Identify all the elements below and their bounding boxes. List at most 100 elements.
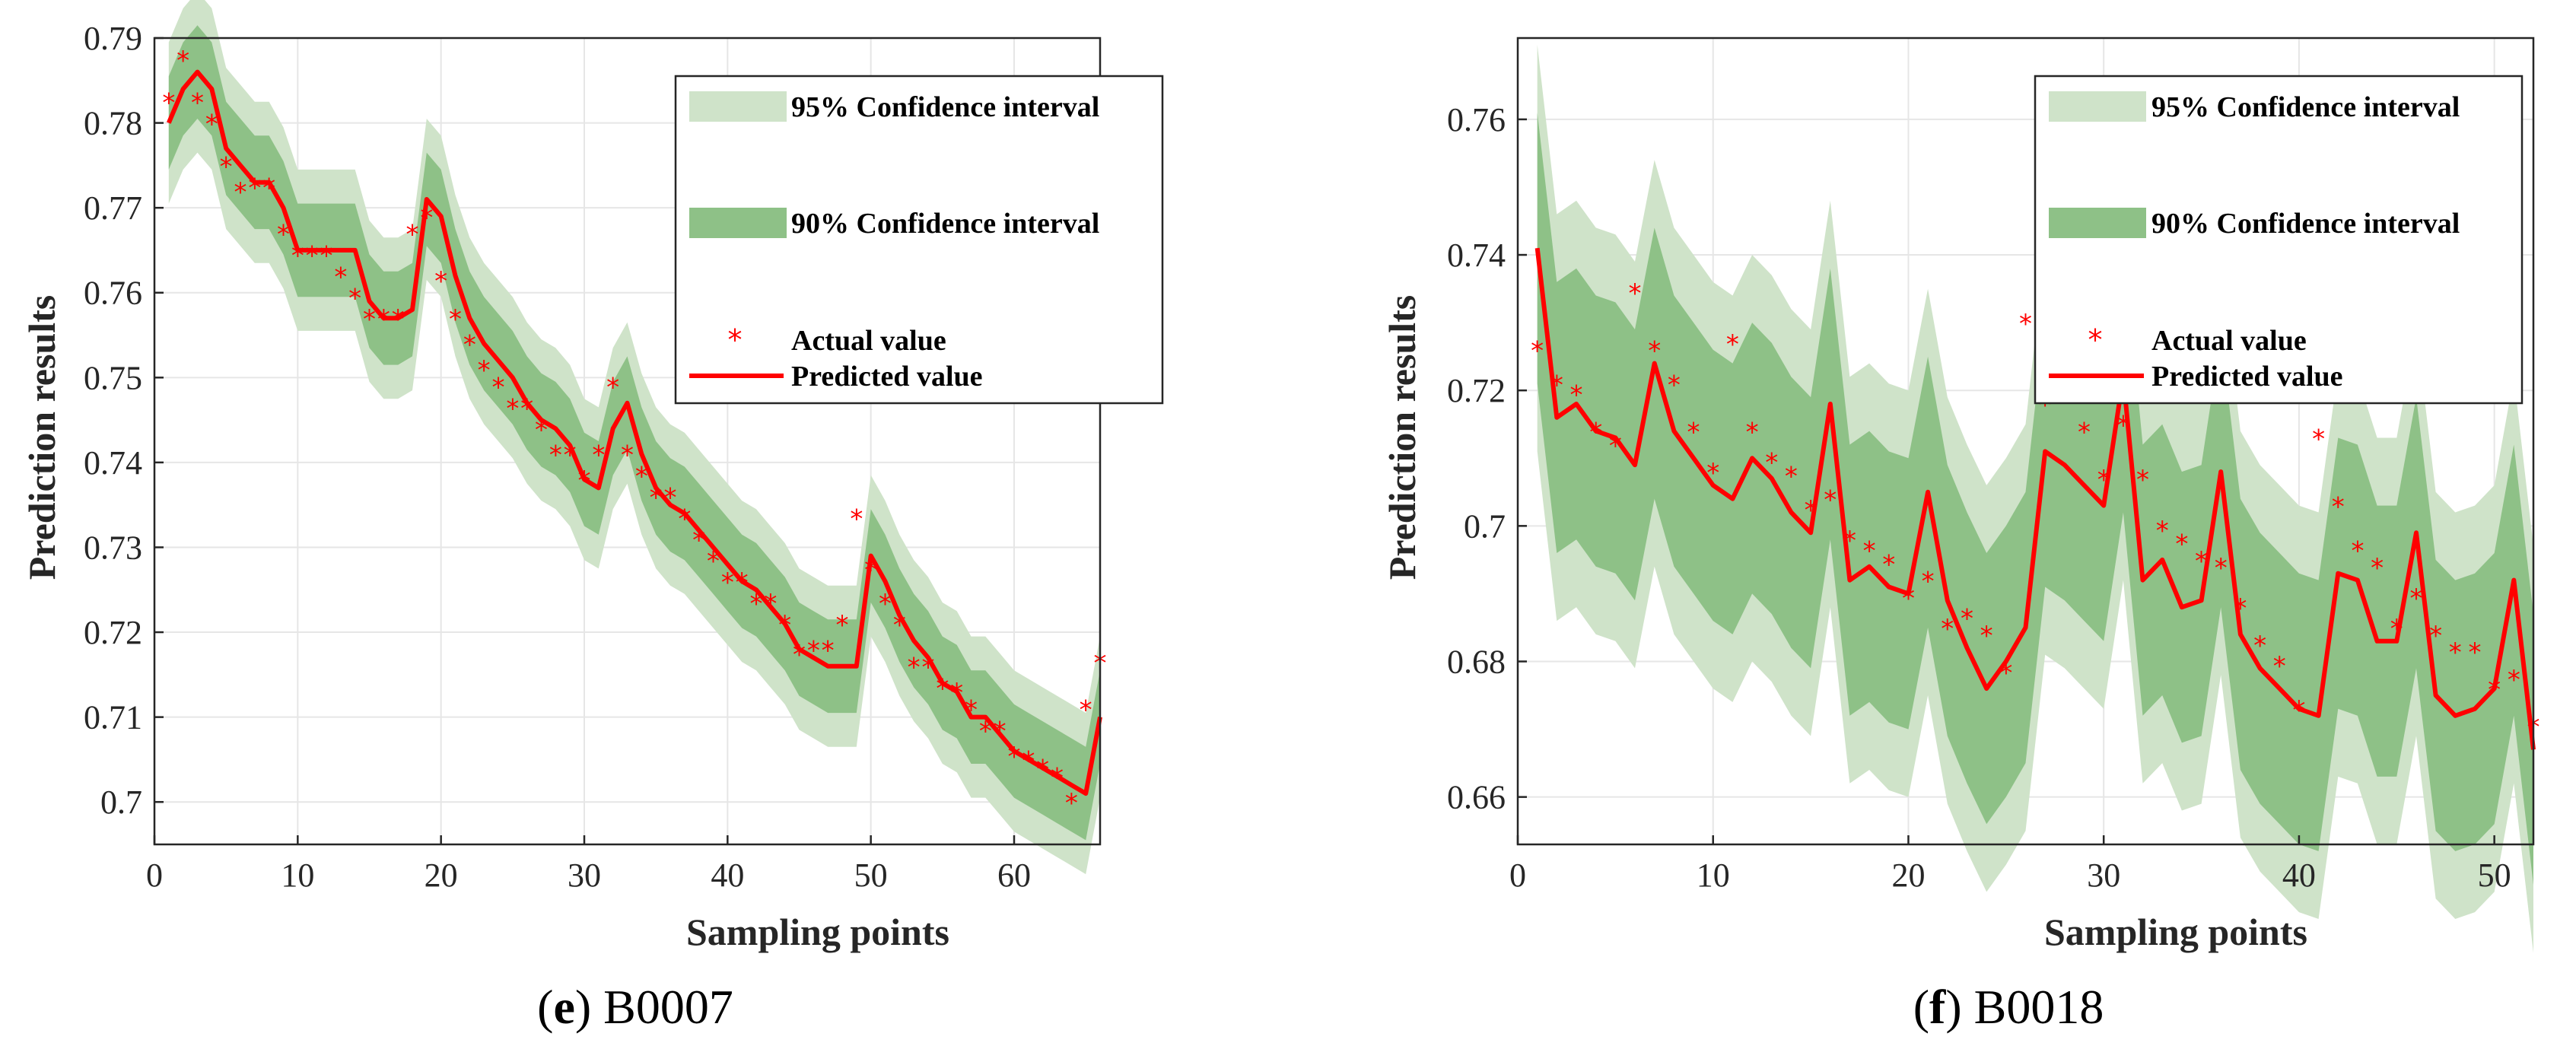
predicted-value-line [167, 69, 1102, 796]
actual-value-point: * [262, 173, 275, 203]
legend-actual-marker: * [728, 323, 743, 357]
x-tick-label: 50 [2478, 857, 2511, 894]
actual-value-points: ****************************************… [1531, 278, 2539, 742]
actual-value-point: * [1843, 526, 1856, 556]
y-tick-label: 0.75 [84, 359, 142, 396]
y-tick-label: 0.79 [84, 20, 142, 57]
actual-value-point: * [177, 46, 189, 76]
actual-value-point: * [1080, 695, 1092, 725]
legend-box [674, 75, 1164, 405]
actual-value-point: * [191, 88, 204, 119]
legend-label-90: 90% Confidence interval [2151, 208, 2460, 240]
actual-value-point: * [320, 241, 333, 272]
actual-value-point: * [506, 393, 519, 424]
actual-value-point: * [2390, 614, 2403, 644]
actual-value-point: * [1726, 329, 1739, 360]
legend-label-95: 95% Confidence interval [791, 91, 1099, 123]
actual-value-point: * [721, 568, 734, 598]
actual-value-point: * [664, 483, 677, 513]
actual-value-point: * [306, 241, 319, 272]
actual-value-point: * [478, 355, 491, 386]
actual-value-point: * [234, 177, 247, 208]
legend-swatch-90 [2049, 208, 2146, 238]
legend-label-actual: Actual value [2151, 325, 2307, 357]
actual-value-point: * [492, 372, 505, 402]
y-tick-label: 0.76 [84, 275, 142, 312]
actual-value-point: * [2116, 411, 2129, 441]
y-axis-label: Prediction results [21, 295, 63, 580]
legend-label-95: 95% Confidence interval [2151, 91, 2460, 123]
y-tick-label: 0.77 [84, 189, 142, 227]
actual-value-point: * [1570, 380, 1583, 411]
plot-frame [1516, 37, 2535, 846]
legend-actual-marker: * [2088, 323, 2103, 357]
actual-value-point: * [363, 304, 376, 335]
actual-value-point: * [463, 330, 476, 361]
y-axis-ticks: 0.7 0.71 0.72 0.73 0.74 0.75 0.76 0.77 0.78 0.79 [84, 20, 164, 821]
y-tick-label: 0.78 [84, 105, 142, 142]
actual-value-point: * [764, 589, 777, 619]
actual-value-point: * [621, 440, 634, 471]
actual-value-point: * [2097, 465, 2110, 495]
actual-value-point: * [879, 589, 892, 619]
actual-value-point: * [922, 653, 935, 683]
actual-value-point: * [1785, 462, 1798, 492]
actual-value-point: * [2468, 637, 2481, 668]
actual-value-point: * [1051, 763, 1064, 793]
legend: 95% Confidence interval 90% Confidence i… [674, 75, 1164, 405]
actual-value-point: * [1706, 458, 1719, 488]
actual-value-point: * [1805, 495, 1818, 526]
actual-value-point: * [1687, 418, 1700, 448]
y-tick-label: 0.68 [1447, 643, 1506, 680]
actual-value-point: * [2488, 675, 2501, 705]
x-tick-label: 0 [146, 857, 163, 894]
actual-value-point: * [606, 372, 619, 402]
actual-value-point: * [965, 695, 978, 725]
x-tick-label: 0 [1509, 857, 1526, 894]
actual-value-point: * [2371, 553, 2384, 583]
legend-swatch-95 [2049, 91, 2146, 122]
legend-label-predicted: Predicted value [791, 361, 983, 393]
legend-swatch-90 [689, 208, 787, 238]
x-axis-ticks: 0 10 20 30 40 50 60 [146, 835, 1031, 894]
actual-value-point: * [778, 610, 791, 641]
actual-value-point: * [678, 504, 691, 534]
actual-value-point: * [2234, 593, 2247, 624]
actual-value-point: * [793, 640, 806, 670]
actual-value-point: * [578, 466, 591, 496]
actual-value-point: * [2175, 529, 2188, 560]
actual-value-point: * [736, 568, 749, 598]
actual-value-point: * [420, 202, 433, 233]
actual-value-point: * [334, 262, 347, 292]
actual-value-point: * [2156, 516, 2169, 546]
legend-label-actual: Actual value [791, 325, 946, 357]
y-axis-label: Prediction results [1381, 295, 1423, 580]
actual-value-point: * [205, 110, 218, 140]
actual-value-point: * [2332, 492, 2345, 523]
actual-value-point: * [1008, 742, 1021, 772]
y-tick-label: 0.73 [84, 529, 142, 566]
x-tick-label: 20 [1891, 857, 1925, 894]
actual-value-point: * [291, 241, 304, 272]
y-tick-label: 0.72 [84, 614, 142, 651]
caption-f: (f) B0018 [1913, 980, 2104, 1034]
y-tick-label: 0.74 [84, 444, 142, 482]
actual-value-point: * [2292, 695, 2305, 726]
actual-value-point: * [1531, 336, 1544, 367]
actual-value-point: * [1629, 278, 1642, 309]
actual-value-point: * [2195, 546, 2208, 577]
actual-value-point: * [836, 610, 849, 641]
actual-value-point: * [2019, 309, 2032, 339]
actual-value-points: ****************************************… [162, 46, 1106, 819]
x-tick-label: 10 [1697, 857, 1730, 894]
x-tick-label: 30 [2087, 857, 2120, 894]
x-tick-label: 30 [568, 857, 601, 894]
actual-value-point: * [635, 462, 648, 492]
actual-value-point: * [1999, 658, 2012, 688]
actual-value-point: * [807, 635, 820, 666]
actual-value-point: * [1746, 418, 1759, 448]
actual-value-point: * [750, 589, 763, 619]
actual-value-point: * [1648, 336, 1661, 367]
actual-value-point: * [592, 440, 605, 471]
chart-panel-f: ** ** ********* ** ** * **** ********** ** ******… [1381, 37, 2540, 1034]
